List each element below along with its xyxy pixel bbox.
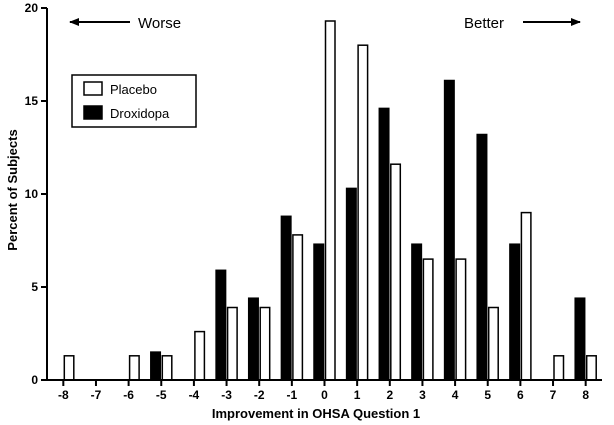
bar-droxidopa--1 [280,215,292,381]
legend: Placebo Droxidopa [71,74,197,128]
legend-label-placebo: Placebo [110,82,157,97]
legend-swatch-placebo [83,81,103,96]
x-tick-label-0: 0 [321,388,328,402]
bar-placebo-1 [357,44,369,381]
bar-droxidopa--3 [215,269,227,381]
x-tick-label-8: 8 [582,388,589,402]
x-tick-label-1: 1 [354,388,361,402]
y-axis-label: Percent of Subjects [5,129,20,250]
y-tick-label-5: 5 [31,280,38,294]
bar-placebo--6 [128,355,140,381]
bar-droxidopa-5 [476,133,488,381]
bar-placebo--5 [161,355,173,381]
bar-droxidopa-4 [443,79,455,381]
bar-placebo-5 [487,306,499,381]
bar-placebo--8 [63,355,75,381]
x-tick-label-7: 7 [550,388,557,402]
x-tick-label--3: -3 [221,388,232,402]
x-tick-label--5: -5 [156,388,167,402]
bar-placebo-7 [553,355,565,381]
bar-droxidopa-2 [378,107,390,381]
legend-label-droxidopa: Droxidopa [110,106,170,121]
x-tick-label--6: -6 [123,388,134,402]
bar-placebo-3 [422,258,434,381]
bar-placebo--2 [259,306,271,381]
x-tick-label--2: -2 [254,388,265,402]
bar-placebo--3 [226,306,238,381]
x-tick-label-6: 6 [517,388,524,402]
bar-droxidopa-0 [313,243,325,381]
bar-placebo--4 [194,330,206,381]
bar-droxidopa-3 [411,243,423,381]
y-tick-label-10: 10 [25,187,39,201]
y-tick-label-0: 0 [31,373,38,387]
legend-swatch-droxidopa [83,105,103,120]
bar-droxidopa-6 [509,243,521,381]
y-tick-label-20: 20 [25,1,39,15]
bar-placebo-2 [390,163,402,381]
x-tick-label--4: -4 [189,388,200,402]
x-tick-label-4: 4 [452,388,459,402]
bar-droxidopa--2 [247,297,259,381]
y-tick-label-15: 15 [25,94,39,108]
x-tick-label--8: -8 [58,388,69,402]
worse-label: Worse [138,15,181,32]
bar-placebo-8 [585,355,597,381]
bar-droxidopa--5 [150,351,162,381]
bar-droxidopa-1 [345,187,357,381]
bar-placebo-0 [324,20,336,381]
x-tick-label-3: 3 [419,388,426,402]
bar-placebo-6 [520,211,532,381]
ticks-group: 0 5 10 15 20 -8 -7 -6 -5 -4 -3 -2 -1 0 1 2 3 4 5 6 7 8 [25,1,590,402]
x-axis-label: Improvement in OHSA Question 1 [212,406,420,421]
x-tick-label--7: -7 [91,388,102,402]
bars-group [63,20,597,381]
better-annotation: Better [464,15,581,32]
x-tick-label-5: 5 [484,388,491,402]
bar-droxidopa-8 [574,297,586,381]
bar-placebo-4 [455,258,467,381]
bar-placebo--1 [292,234,304,381]
x-tick-label--1: -1 [287,388,298,402]
worse-annotation: Worse [69,15,181,32]
better-label: Better [464,15,504,32]
x-tick-label-2: 2 [386,388,393,402]
